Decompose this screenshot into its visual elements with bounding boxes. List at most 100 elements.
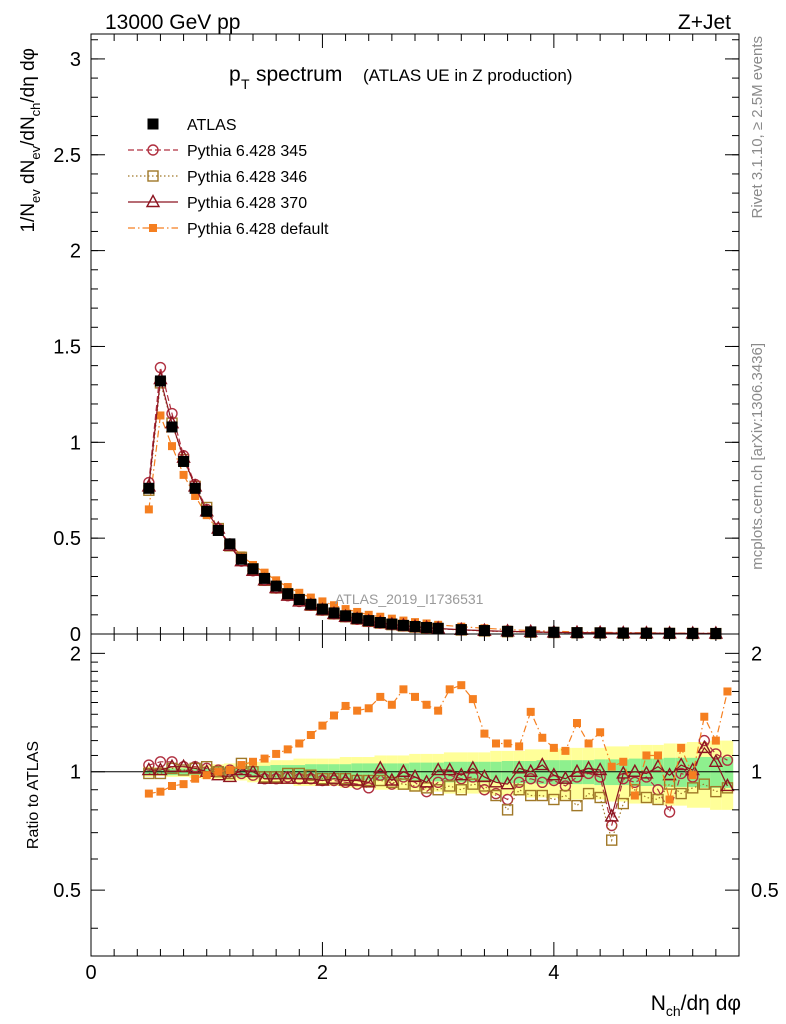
plot-title: p T spectrum (ATLAS UE in Z production): [229, 63, 572, 92]
ratio-data-point: [214, 767, 223, 776]
ratio-data-point: [606, 834, 618, 846]
main-data-point: [328, 607, 340, 619]
ratio-data-point: [315, 772, 330, 786]
ratio-data-point: [283, 745, 292, 754]
ratio-band-stat: [675, 757, 687, 787]
ratio-data-point: [376, 692, 385, 701]
ratio-data-point: [442, 762, 457, 776]
legend-marker: [147, 170, 159, 182]
mcplots-label: mcplots.cern.ch [arXiv:1306.3436]: [749, 343, 766, 570]
main-data-point: [295, 588, 304, 597]
main-data-point: [305, 598, 317, 610]
ratio-data-point: [639, 765, 654, 779]
legend-entry: Pythia 6.428 345: [128, 143, 307, 160]
ratio-data-point: [604, 808, 619, 822]
main-ytick-label: 1: [70, 432, 81, 454]
main-data-point: [178, 455, 190, 467]
ratio-data-point: [619, 757, 628, 766]
ratio-data-point: [326, 770, 342, 784]
ratio-band-stat: [710, 757, 722, 788]
ratio-data-point: [374, 774, 386, 787]
main-data-point: [409, 621, 421, 633]
ratio-data-point: [592, 762, 608, 776]
ratio-data-point: [141, 762, 157, 776]
ratio-data-point: [698, 734, 710, 747]
ratio-data-point: [445, 685, 454, 694]
ratio-data-point: [675, 767, 687, 780]
ratio-data-point: [688, 771, 697, 780]
ratio-data-point: [430, 762, 446, 776]
ratio-data-point: [596, 728, 605, 737]
ratio-data-point: [629, 776, 641, 789]
main-data-point: [397, 619, 409, 631]
main-data-point: [282, 588, 294, 600]
ratio-data-point: [156, 787, 165, 796]
main-tick-layer: 0 0.5 1 1.5 2 2.5 3: [53, 34, 740, 646]
ratio-ytick-label: 1: [70, 762, 81, 784]
ratio-data-point: [373, 760, 388, 774]
legend: ATLAS Pythia 6.428 345 Pythia 6.428 346 Pyt…: [128, 117, 329, 238]
ratio-data-point: [318, 721, 327, 730]
ratio-data-point: [616, 765, 631, 779]
ratio-data-point: [384, 772, 400, 786]
ratio-data-point: [525, 773, 537, 785]
main-data-point: [212, 524, 224, 536]
main-data-point: [293, 593, 305, 605]
ratio-data-point: [457, 681, 466, 690]
ratio-data-point: [480, 729, 489, 738]
ratio-data-point: [569, 763, 585, 777]
main-data-point: [224, 538, 236, 550]
ratio-data-point: [526, 707, 535, 716]
ratio-data-point: [536, 776, 548, 789]
ratio-data-point: [237, 761, 246, 770]
main-data-point: [363, 615, 375, 627]
ratio-series-line: [148, 739, 728, 826]
ratio-data-point: [249, 757, 257, 766]
ratio-data-point: [341, 701, 350, 710]
ratio-data-point: [503, 739, 512, 748]
ratio-data-point: [594, 791, 606, 804]
process-label: Z+Jet: [678, 11, 731, 34]
ratio-data-point: [225, 766, 234, 775]
analysis-label: ATLAS_2019_I1736531: [335, 591, 484, 607]
legend-entry: Pythia 6.428 346: [128, 169, 307, 186]
ratio-data-point: [630, 791, 639, 800]
ratio-data-point: [607, 762, 616, 771]
main-data-point: [386, 618, 398, 630]
title-sub: T: [241, 76, 250, 92]
ratio-data-point: [306, 731, 315, 740]
ratio-data-point: [675, 787, 687, 800]
ratio-data-point: [673, 757, 689, 771]
ratio-data-point: [617, 797, 629, 810]
main-data-point: [154, 375, 166, 387]
ratio-data-point: [179, 780, 188, 789]
ratio-data-point: [549, 743, 558, 752]
ratio-data-point: [477, 768, 492, 783]
ratio-data-point: [627, 763, 643, 777]
main-ytick-label: 0: [70, 624, 81, 646]
ratio-series-0: [143, 734, 734, 832]
ratio-data-point: [434, 706, 443, 715]
main-ytick-label: 1.5: [53, 336, 81, 358]
ratio-data-point: [581, 760, 596, 774]
ratio-data-point: [280, 770, 295, 784]
ratio-ytick-label-right: 2: [751, 643, 762, 665]
legend-entry: ATLAS: [147, 117, 237, 134]
ratio-data-point: [513, 776, 525, 789]
main-data-point: [270, 580, 282, 592]
main-data-point: [201, 505, 213, 517]
ratio-data-point: [698, 778, 710, 790]
main-data-point: [166, 421, 178, 433]
ratio-data-point: [546, 767, 562, 781]
ratio-data-point: [515, 742, 524, 751]
ratio-data-point: [490, 789, 502, 802]
xtick-label: 0: [85, 962, 96, 984]
ratio-data-point: [268, 770, 284, 784]
ratio-data-point: [710, 785, 722, 798]
main-ytick-label: 3: [70, 49, 81, 71]
ratio-ytick-label-right: 0.5: [751, 880, 779, 902]
ratio-data-point: [295, 739, 304, 748]
main-data-point: [191, 491, 200, 500]
ratio-data-point: [559, 789, 572, 802]
